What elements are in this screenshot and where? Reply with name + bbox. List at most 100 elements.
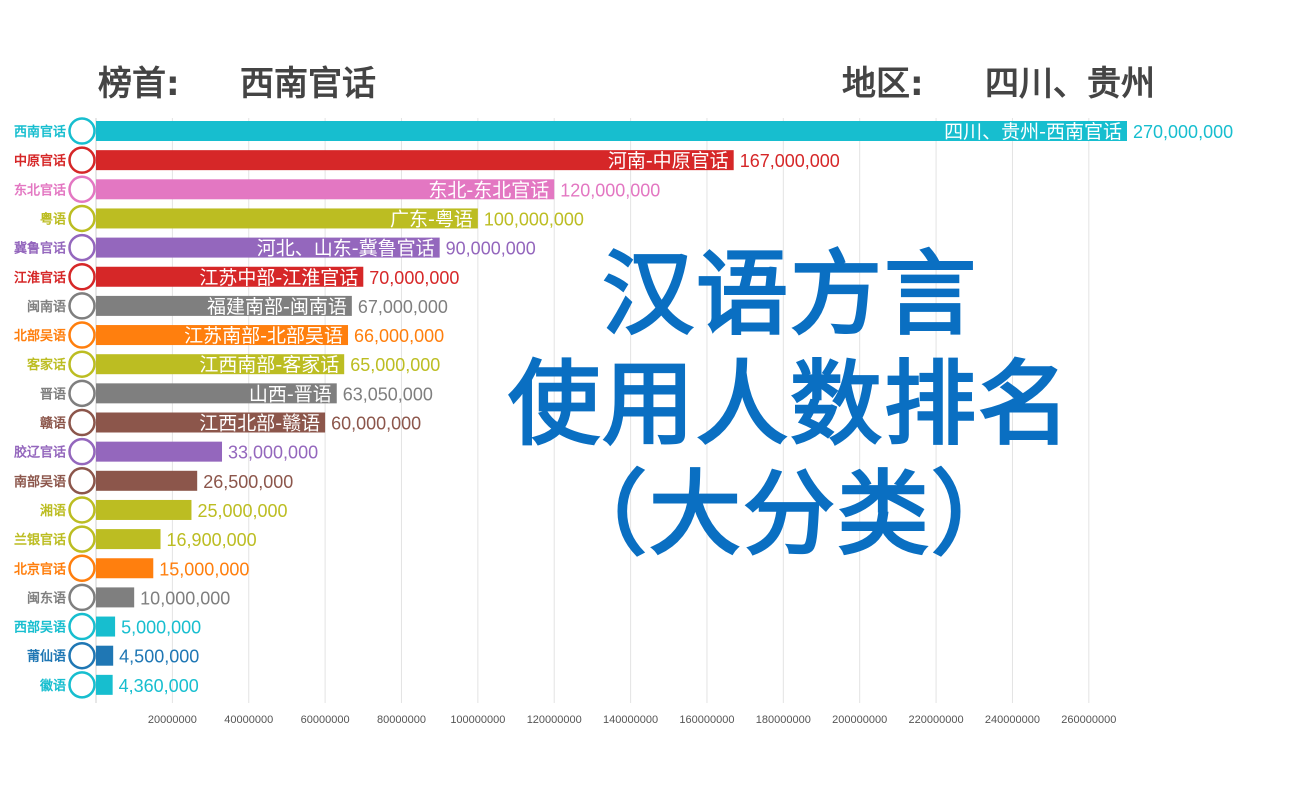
category-label: 徽语: [39, 678, 66, 694]
bar: [96, 179, 555, 200]
value-label: 167,000,000: [740, 151, 840, 171]
category-label: 湘语: [40, 503, 66, 519]
overlay-title-line1: 汉语方言: [601, 241, 978, 348]
bar: [96, 674, 113, 695]
value-label: 100,000,000: [484, 209, 584, 229]
category-label: 中原官话: [14, 153, 66, 169]
value-label: 66,000,000: [354, 326, 444, 346]
x-tick-label: 80000000: [377, 714, 426, 726]
bar-label: 四川、贵州-西南官话: [944, 121, 1122, 143]
value-label: 67,000,000: [358, 297, 448, 317]
category-marker: [68, 321, 96, 349]
leader-label: 榜首:: [98, 64, 180, 104]
category-marker: [68, 612, 96, 641]
region-value: 四川、贵州: [985, 64, 1155, 104]
category-marker: [68, 641, 96, 670]
category-label: 南部吴语: [14, 474, 66, 490]
x-tick-label: 200000000: [832, 714, 887, 726]
value-label: 90,000,000: [446, 239, 536, 259]
bar: [96, 325, 349, 346]
value-label: 4,500,000: [119, 647, 199, 667]
bar-label: 山西-晋语: [249, 383, 332, 405]
bar: [96, 237, 440, 258]
value-label: 63,050,000: [343, 384, 433, 404]
x-tick-label: 120000000: [527, 714, 582, 726]
category-marker: [68, 583, 96, 612]
x-tick-label: 220000000: [909, 714, 964, 726]
value-label: 4,360,000: [119, 676, 199, 696]
category-label: 北部吴语: [14, 328, 66, 344]
value-label: 15,000,000: [159, 559, 249, 579]
x-tick-label: 240000000: [985, 714, 1040, 726]
bar: [96, 295, 352, 316]
value-label: 16,900,000: [167, 530, 257, 550]
category-label: 西部吴语: [14, 620, 66, 636]
category-marker: [68, 204, 96, 233]
x-tick-label: 140000000: [603, 714, 658, 726]
x-tick-label: 260000000: [1061, 714, 1116, 726]
category-label: 东北官话: [14, 182, 66, 198]
x-tick-label: 40000000: [224, 714, 273, 726]
x-tick-label: 100000000: [450, 714, 505, 726]
category-marker: [68, 554, 96, 582]
leader-value: 西南官话: [240, 64, 376, 104]
category-label: 江淮官话: [14, 270, 66, 286]
bar: [96, 470, 198, 491]
bar: [96, 499, 192, 520]
category-marker: [68, 525, 96, 553]
category-marker: [68, 117, 96, 145]
category-marker: [68, 233, 96, 262]
value-label: 10,000,000: [140, 588, 230, 608]
category-label: 北京官话: [14, 561, 66, 577]
bar: [96, 150, 734, 171]
bar: [96, 208, 478, 229]
category-label: 莆仙语: [27, 649, 66, 665]
category-label: 粤语: [40, 211, 66, 227]
bar: [96, 354, 345, 375]
category-marker: [68, 467, 96, 495]
bar-label: 江苏中部-江淮官话: [199, 267, 358, 289]
category-label: 兰银官话: [14, 532, 66, 548]
value-label: 70,000,000: [369, 268, 459, 288]
bar: [96, 412, 326, 433]
value-label: 270,000,000: [1133, 122, 1233, 142]
overlay-title: 汉语方言 使用人数排名 （大分类）: [440, 240, 1140, 570]
bar-label: 河南-中原官话: [608, 150, 729, 172]
category-marker: [68, 408, 96, 437]
category-label: 西南官话: [14, 124, 66, 140]
x-tick-label: 180000000: [756, 714, 811, 726]
category-label: 客家话: [27, 357, 66, 373]
category-label: 胶辽官话: [14, 445, 66, 461]
bar-label: 江西南部-客家话: [199, 354, 339, 376]
category-label: 晋语: [40, 387, 66, 402]
category-marker: [68, 496, 96, 524]
category-label: 闽南语: [27, 299, 66, 315]
bar: [96, 529, 161, 550]
category-label: 赣语: [40, 416, 66, 432]
value-label: 33,000,000: [228, 443, 318, 463]
bar-label: 江苏南部-北部吴语: [184, 325, 343, 347]
category-marker: [68, 292, 96, 320]
category-marker: [68, 175, 96, 204]
category-marker: [68, 671, 96, 699]
category-marker: [68, 263, 96, 291]
bar-label: 河北、山东-冀鲁官话: [257, 238, 435, 260]
value-label: 65,000,000: [350, 355, 440, 375]
x-tick-label: 20000000: [148, 714, 197, 726]
category-marker: [68, 437, 96, 466]
category-marker: [68, 350, 96, 378]
bar: [96, 383, 337, 404]
bar: [96, 587, 135, 608]
bar-label: 广东-粤语: [390, 208, 473, 230]
x-tick-label: 160000000: [679, 714, 734, 726]
bar-label: 福建南部-闽南语: [207, 296, 347, 318]
category-marker: [68, 379, 96, 408]
bar: [96, 441, 223, 462]
bar: [96, 558, 154, 579]
value-label: 26,500,000: [203, 472, 293, 492]
bar: [96, 645, 114, 666]
region-label: 地区:: [842, 64, 924, 104]
bar-label: 东北-东北官话: [428, 179, 549, 201]
bar: [96, 121, 1127, 141]
value-label: 60,000,000: [331, 414, 421, 434]
